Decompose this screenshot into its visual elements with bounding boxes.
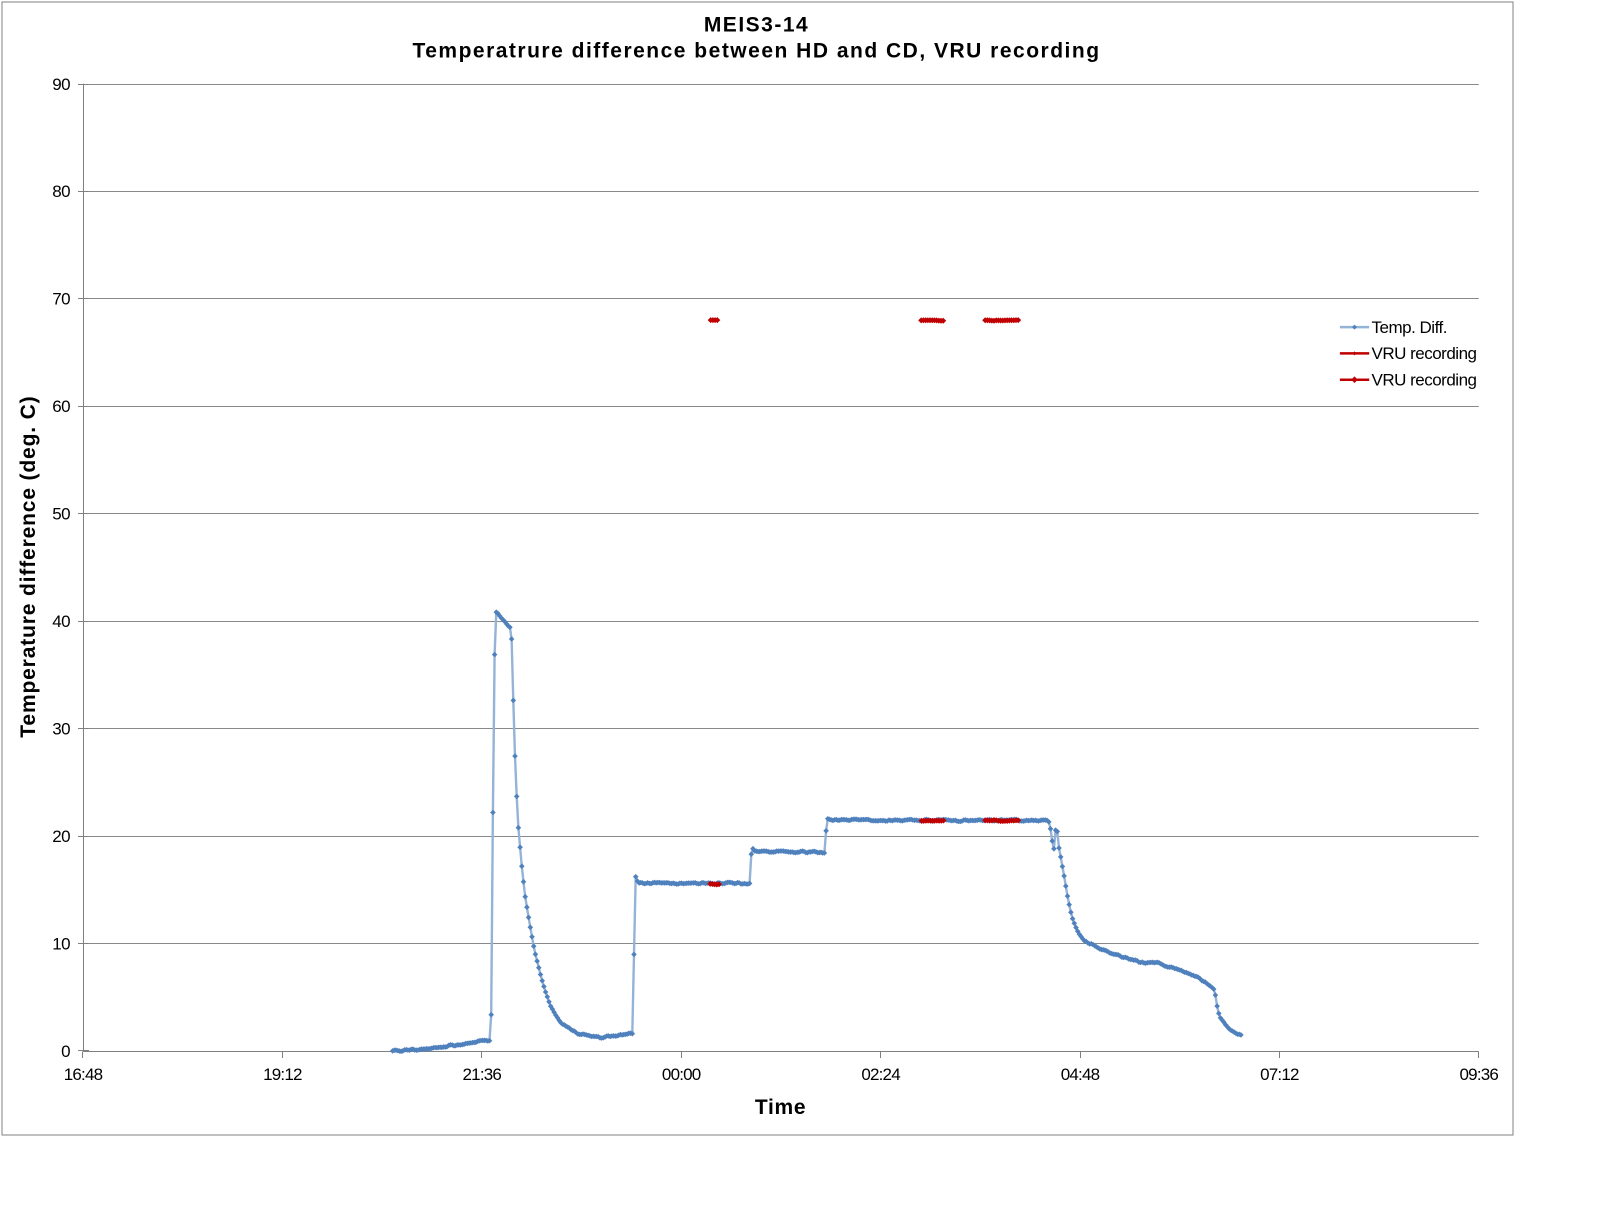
svg-text:40: 40: [52, 612, 70, 631]
svg-text:09:36: 09:36: [1460, 1065, 1499, 1084]
svg-text:70: 70: [52, 290, 70, 309]
svg-text:21:36: 21:36: [463, 1065, 502, 1084]
svg-text:10: 10: [52, 934, 70, 953]
svg-text:00:00: 00:00: [662, 1065, 701, 1084]
svg-text:90: 90: [52, 75, 70, 94]
svg-text:19:12: 19:12: [263, 1065, 302, 1084]
svg-text:0: 0: [61, 1042, 70, 1061]
svg-text:30: 30: [52, 720, 70, 739]
svg-text:VRU recording: VRU recording: [1372, 344, 1477, 363]
svg-text:80: 80: [52, 182, 70, 201]
svg-text:Time: Time: [755, 1096, 806, 1119]
svg-text:02:24: 02:24: [861, 1065, 900, 1084]
svg-text:04:48: 04:48: [1061, 1065, 1100, 1084]
svg-text:60: 60: [52, 397, 70, 416]
svg-text:50: 50: [52, 505, 70, 524]
svg-text:MEIS3-14: MEIS3-14: [704, 13, 809, 36]
svg-text:07:12: 07:12: [1260, 1065, 1299, 1084]
svg-text:16:48: 16:48: [64, 1065, 103, 1084]
svg-text:Temperature difference (deg. C: Temperature difference (deg. C): [17, 395, 40, 737]
svg-text:Temperatrure difference betwee: Temperatrure difference between HD and C…: [412, 40, 1100, 63]
svg-text:20: 20: [52, 827, 70, 846]
svg-text:Temp. Diff.: Temp. Diff.: [1372, 318, 1447, 337]
svg-text:VRU recording: VRU recording: [1372, 371, 1477, 390]
